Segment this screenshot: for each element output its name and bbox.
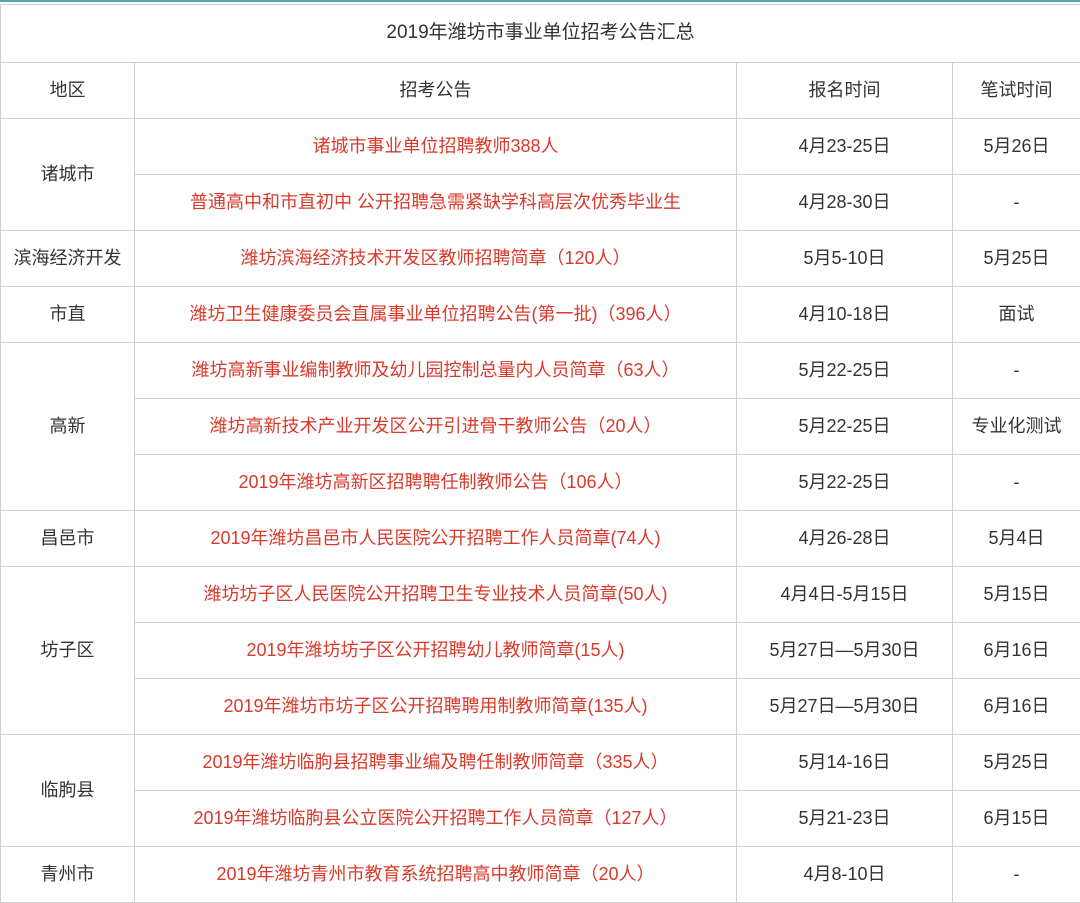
table-row: 市直 潍坊卫生健康委员会直属事业单位招聘公告(第一批)（396人） 4月10-18日… [1,286,1080,342]
announcement-link[interactable]: 2019年潍坊高新区招聘聘任制教师公告（106人） [238,472,632,492]
table-row: 2019年潍坊市坊子区公开招聘聘用制教师简章(135人) 5月27日—5月30日6… [1,678,1080,734]
signup-date-cell: 5月22-25日 [737,454,953,510]
signup-date-cell: 4月28-30日 [737,174,953,230]
announcement-cell: 诸城市事业单位招聘教师388人 [135,118,737,174]
table-row: 青州市 2019年潍坊青州市教育系统招聘高中教师简章（20人） 4月8-10日- [1,846,1080,902]
table-row: 2019年潍坊高新区招聘聘任制教师公告（106人） 5月22-25日- [1,454,1080,510]
header-announcement: 招考公告 [135,62,737,118]
announcement-link[interactable]: 普通高中和市直初中 公开招聘急需紧缺学科高层次优秀毕业生 [190,192,681,212]
signup-date-cell: 4月8-10日 [737,846,953,902]
announcement-link[interactable]: 2019年潍坊临朐县公立医院公开招聘工作人员简章（127人） [193,808,677,828]
table-header-row: 地区 招考公告 报名时间 笔试时间 [1,62,1080,118]
table-container: 2019年潍坊市事业单位招考公告汇总 地区 招考公告 报名时间 笔试时间 诸城市… [0,0,1080,903]
announcement-cell: 潍坊滨海经济技术开发区教师招聘简章（120人） [135,230,737,286]
exam-date-cell: 5月4日 [953,510,1080,566]
exam-date-cell: - [953,846,1080,902]
announcement-cell: 2019年潍坊昌邑市人民医院公开招聘工作人员简章(74人) [135,510,737,566]
announcement-link[interactable]: 2019年潍坊市坊子区公开招聘聘用制教师简章(135人) [223,696,647,716]
announcement-cell: 潍坊卫生健康委员会直属事业单位招聘公告(第一批)（396人） [135,286,737,342]
signup-date-cell: 5月21-23日 [737,790,953,846]
exam-date-cell: - [953,342,1080,398]
exam-date-cell: 5月26日 [953,118,1080,174]
district-cell: 滨海经济开发 [1,230,135,286]
table-row: 普通高中和市直初中 公开招聘急需紧缺学科高层次优秀毕业生 4月28-30日- [1,174,1080,230]
exam-date-cell: 6月16日 [953,622,1080,678]
signup-date-cell: 4月10-18日 [737,286,953,342]
header-district: 地区 [1,62,135,118]
table-row: 2019年潍坊临朐县公立医院公开招聘工作人员简章（127人） 5月21-23日6月… [1,790,1080,846]
announcement-link[interactable]: 2019年潍坊青州市教育系统招聘高中教师简章（20人） [216,864,654,884]
announcement-link[interactable]: 诸城市事业单位招聘教师388人 [312,136,558,156]
table-row: 诸城市诸城市事业单位招聘教师388人4月23-25日5月26日 [1,118,1080,174]
district-cell: 市直 [1,286,135,342]
signup-date-cell: 4月23-25日 [737,118,953,174]
district-cell: 临朐县 [1,734,135,846]
announcement-cell: 潍坊高新事业编制教师及幼儿园控制总量内人员简章（63人） [135,342,737,398]
signup-date-cell: 4月26-28日 [737,510,953,566]
district-cell: 坊子区 [1,566,135,734]
table-row: 高新潍坊高新事业编制教师及幼儿园控制总量内人员简章（63人）5月22-25日- [1,342,1080,398]
signup-date-cell: 4月4日-5月15日 [737,566,953,622]
table-row: 昌邑市 2019年潍坊昌邑市人民医院公开招聘工作人员简章(74人) 4月26-28日… [1,510,1080,566]
exam-date-cell: 5月25日 [953,734,1080,790]
signup-date-cell: 5月5-10日 [737,230,953,286]
announcement-cell: 2019年潍坊市坊子区公开招聘聘用制教师简章(135人) [135,678,737,734]
exam-date-cell: 5月25日 [953,230,1080,286]
recruitment-table: 2019年潍坊市事业单位招考公告汇总 地区 招考公告 报名时间 笔试时间 诸城市… [0,4,1080,903]
announcement-cell: 2019年潍坊坊子区公开招聘幼儿教师简章(15人) [135,622,737,678]
district-cell: 昌邑市 [1,510,135,566]
announcement-link[interactable]: 2019年潍坊临朐县招聘事业编及聘任制教师简章（335人） [202,752,668,772]
announcement-link[interactable]: 潍坊坊子区人民医院公开招聘卫生专业技术人员简章(50人) [203,584,667,604]
signup-date-cell: 5月22-25日 [737,342,953,398]
table-row: 滨海经济开发 潍坊滨海经济技术开发区教师招聘简章（120人） 5月5-10日5月25… [1,230,1080,286]
district-cell: 青州市 [1,846,135,902]
exam-date-cell: 面试 [953,286,1080,342]
exam-date-cell: - [953,174,1080,230]
announcement-link[interactable]: 潍坊高新事业编制教师及幼儿园控制总量内人员简章（63人） [191,360,679,380]
announcement-link[interactable]: 潍坊卫生健康委员会直属事业单位招聘公告(第一批)（396人） [189,304,681,324]
district-cell: 高新 [1,342,135,510]
table-row: 坊子区潍坊坊子区人民医院公开招聘卫生专业技术人员简章(50人)4月4日-5月15… [1,566,1080,622]
announcement-cell: 潍坊坊子区人民医院公开招聘卫生专业技术人员简章(50人) [135,566,737,622]
announcement-cell: 潍坊高新技术产业开发区公开引进骨干教师公告（20人） [135,398,737,454]
announcement-link[interactable]: 潍坊滨海经济技术开发区教师招聘简章（120人） [240,248,630,268]
exam-date-cell: 6月15日 [953,790,1080,846]
announcement-cell: 2019年潍坊青州市教育系统招聘高中教师简章（20人） [135,846,737,902]
table-row: 潍坊高新技术产业开发区公开引进骨干教师公告（20人） 5月22-25日专业化测试 [1,398,1080,454]
district-cell: 诸城市 [1,118,135,230]
announcement-link[interactable]: 2019年潍坊昌邑市人民医院公开招聘工作人员简章(74人) [210,528,660,548]
table-title-row: 2019年潍坊市事业单位招考公告汇总 [1,5,1080,63]
exam-date-cell: 6月16日 [953,678,1080,734]
exam-date-cell: 专业化测试 [953,398,1080,454]
announcement-cell: 2019年潍坊临朐县招聘事业编及聘任制教师简章（335人） [135,734,737,790]
announcement-link[interactable]: 2019年潍坊坊子区公开招聘幼儿教师简章(15人) [246,640,624,660]
signup-date-cell: 5月27日—5月30日 [737,678,953,734]
header-exam: 笔试时间 [953,62,1080,118]
signup-date-cell: 5月27日—5月30日 [737,622,953,678]
table-row: 2019年潍坊坊子区公开招聘幼儿教师简章(15人) 5月27日—5月30日6月16… [1,622,1080,678]
announcement-link[interactable]: 潍坊高新技术产业开发区公开引进骨干教师公告（20人） [209,416,661,436]
announcement-cell: 2019年潍坊高新区招聘聘任制教师公告（106人） [135,454,737,510]
signup-date-cell: 5月22-25日 [737,398,953,454]
announcement-cell: 普通高中和市直初中 公开招聘急需紧缺学科高层次优秀毕业生 [135,174,737,230]
header-signup: 报名时间 [737,62,953,118]
exam-date-cell: 5月15日 [953,566,1080,622]
announcement-cell: 2019年潍坊临朐县公立医院公开招聘工作人员简章（127人） [135,790,737,846]
table-row: 临朐县2019年潍坊临朐县招聘事业编及聘任制教师简章（335人）5月14-16日… [1,734,1080,790]
exam-date-cell: - [953,454,1080,510]
signup-date-cell: 5月14-16日 [737,734,953,790]
table-title: 2019年潍坊市事业单位招考公告汇总 [1,5,1080,63]
